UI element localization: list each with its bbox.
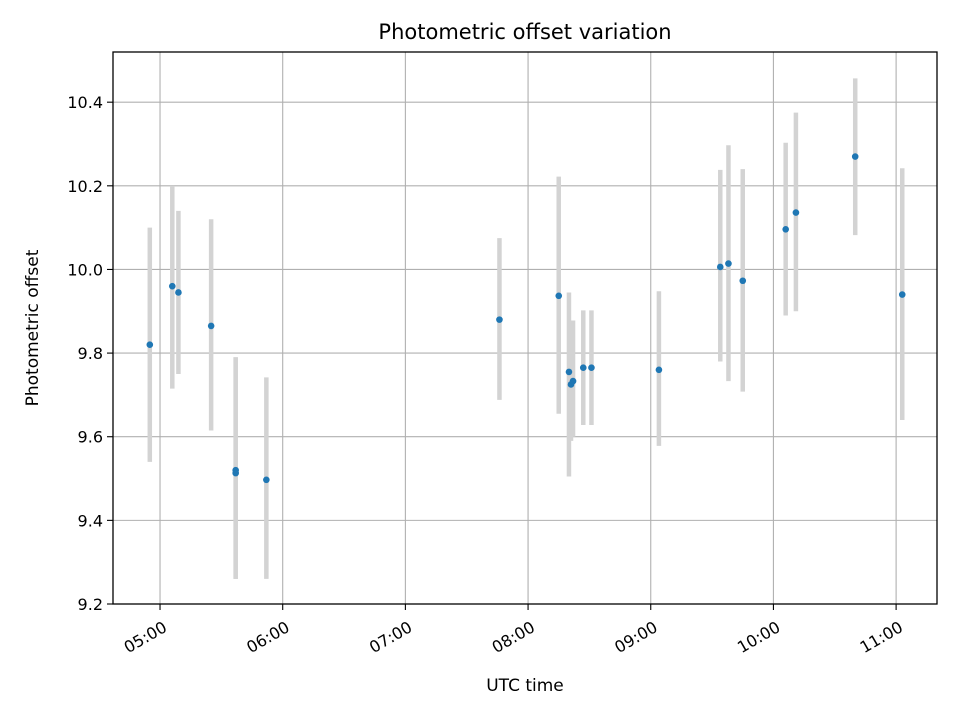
data-point xyxy=(725,260,732,267)
data-point xyxy=(792,209,800,216)
data-point xyxy=(739,277,747,285)
y-tick-label: 9.2 xyxy=(78,595,103,614)
data-point xyxy=(207,322,215,330)
grid-layer xyxy=(113,52,937,605)
data-point xyxy=(716,263,724,271)
data-point xyxy=(175,289,182,296)
data-point xyxy=(898,291,906,298)
data-point xyxy=(655,366,663,374)
data-point xyxy=(168,282,176,290)
data-point xyxy=(851,153,859,160)
data-point xyxy=(579,364,587,372)
y-tick-label: 10.0 xyxy=(67,260,103,279)
chart-title: Photometric offset variation xyxy=(378,20,671,44)
point-layer xyxy=(146,153,906,484)
data-point xyxy=(496,316,503,323)
data-point xyxy=(569,377,577,385)
data-point xyxy=(263,476,270,484)
data-point xyxy=(565,368,573,376)
plot-frame xyxy=(112,51,938,605)
data-point xyxy=(146,341,154,349)
y-tick-label: 9.8 xyxy=(78,344,103,363)
x-axis-label: UTC time xyxy=(486,676,564,696)
y-tick-label: 10.2 xyxy=(67,177,103,196)
data-point xyxy=(782,226,789,233)
y-tick-label: 10.4 xyxy=(67,93,103,112)
y-axis-label: Photometric offset xyxy=(23,249,43,406)
data-point xyxy=(588,364,595,372)
data-point xyxy=(555,292,563,300)
data-point xyxy=(232,469,239,477)
y-tick-label: 9.4 xyxy=(78,511,103,530)
y-tick-label: 9.6 xyxy=(78,428,103,447)
